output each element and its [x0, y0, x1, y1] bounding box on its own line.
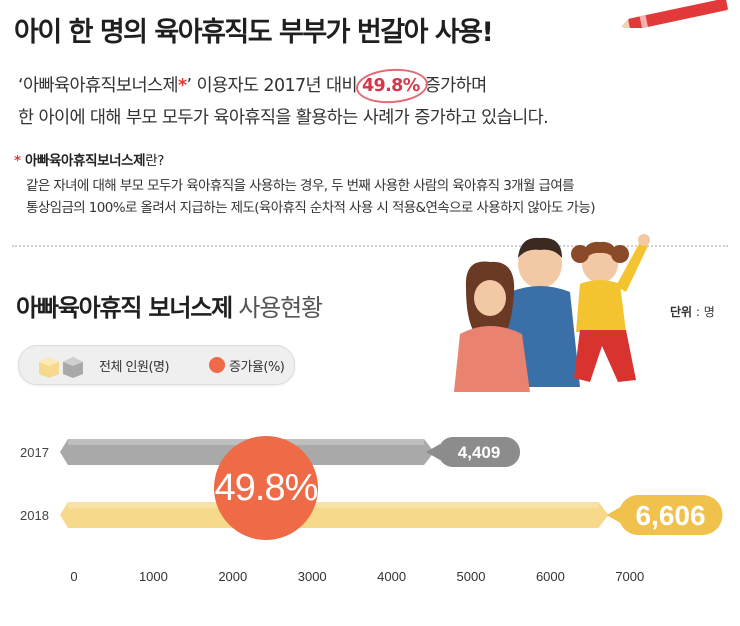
- x-tick-6000: 6000: [536, 569, 565, 584]
- legend-total: 전체 인원(명): [99, 360, 170, 375]
- section-divider: [12, 245, 728, 247]
- pencil-illustration: [620, 0, 740, 32]
- legend: 전체 인원(명) 증가율(%): [18, 345, 295, 385]
- cube-icon: [39, 357, 83, 378]
- category-label-2017: 2017: [20, 445, 49, 460]
- bars-layer: [60, 439, 609, 528]
- note-star: *: [14, 153, 21, 169]
- note-term-suffix: 란?: [145, 153, 164, 169]
- family-illustration: [440, 222, 660, 401]
- note-line-2: 통상임금의 100%로 올려서 지급하는 제도(육아휴직 순차적 사용 시 적용…: [26, 200, 595, 216]
- intro-star: *: [177, 76, 187, 96]
- unit-label: 단위 : 명: [670, 303, 715, 320]
- intro-line-2: 한 아이에 대해 부모 모두가 육아휴직을 활용하는 사례가 증가하고 있습니다…: [18, 108, 549, 128]
- value-badge-2017: [438, 437, 521, 467]
- growth-bubble-label: 49.8%: [215, 467, 318, 509]
- value-badge-2018: [618, 495, 723, 535]
- y-axis-categories: 2017 2018: [20, 445, 49, 523]
- x-tick-2000: 2000: [218, 569, 247, 584]
- note-line-1: 같은 자녀에 대해 부모 모두가 육아휴직을 사용하는 경우, 두 번째 사용한…: [26, 178, 575, 194]
- value-pointer-2017: [426, 444, 441, 460]
- value-label-2018: 6,606: [635, 500, 705, 531]
- bar-shine-2018: [68, 502, 599, 508]
- x-tick-1000: 1000: [139, 569, 168, 584]
- x-axis-ticks: 0 1000 2000 3000 4000 5000 6000 7000: [70, 569, 644, 584]
- category-label-2018: 2018: [20, 508, 49, 523]
- growth-bubble: 49.8%: [214, 436, 319, 540]
- value-label-2017: 4,409: [458, 443, 501, 462]
- intro-text-c: 증가하며: [419, 76, 488, 96]
- unit-value: : 명: [692, 305, 715, 319]
- x-tick-7000: 7000: [615, 569, 644, 584]
- bar-2018: [60, 502, 609, 528]
- value-pointer-2018: [606, 507, 621, 523]
- headline: 아이 한 명의 육아휴직도 부부가 번갈아 사용!: [14, 17, 494, 48]
- circle-icon: [209, 357, 225, 373]
- x-tick-4000: 4000: [377, 569, 406, 584]
- x-tick-5000: 5000: [457, 569, 486, 584]
- unit-key: 단위: [670, 305, 693, 319]
- note-title: * 아빠육아휴직보너스제란?: [14, 149, 164, 169]
- bar-chart: 49.8% 4,409 6,606 0 1000 2000 3000 4000 5000 60…: [20, 436, 723, 584]
- note-term: 아빠육아휴직보너스제: [24, 153, 146, 169]
- chart-title-light: 사용현황: [231, 294, 323, 322]
- growth-bubble-circle: [214, 436, 318, 540]
- intro-text-a: ‘아빠육아휴직보너스제: [18, 76, 179, 96]
- intro-text-b: ’ 이용자도 2017년 대비: [186, 76, 362, 96]
- x-tick-0: 0: [70, 569, 77, 584]
- chart-title-bold: 아빠육아휴직 보너스제: [16, 294, 233, 322]
- x-tick-3000: 3000: [298, 569, 327, 584]
- intro-highlight: 49.8%: [361, 76, 420, 96]
- intro-line-1: ‘아빠육아휴직보너스제*’ 이용자도 2017년 대비 49.8% 증가하며: [18, 72, 487, 97]
- legend-rate: 증가율(%): [229, 360, 285, 375]
- chart-title: 아빠육아휴직 보너스제 사용현황: [16, 288, 323, 323]
- value-labels: 4,409 6,606: [426, 437, 723, 535]
